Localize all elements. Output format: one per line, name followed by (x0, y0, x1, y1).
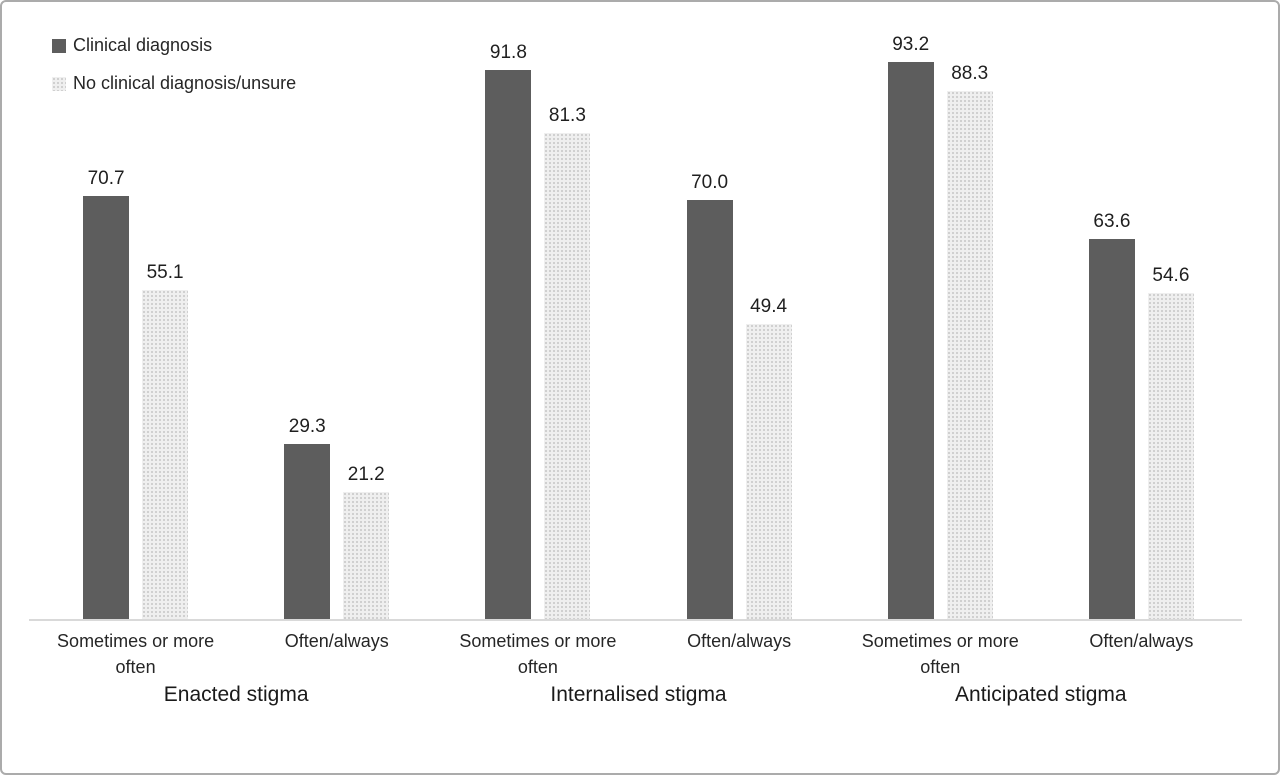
category-label: Sometimes or more often (861, 631, 1019, 677)
category-sometimes-or-more-often: 91.8 81.3 Sometimes or more often (437, 21, 638, 680)
category-often-always: 63.6 54.6 Often/always (1041, 21, 1242, 680)
category-bars: 70.0 49.4 (686, 21, 792, 619)
group-label: Enacted stigma (163, 683, 309, 706)
bar-value-label: 63.6 (1093, 210, 1131, 232)
bar-column: 70.7 (83, 167, 130, 619)
bar-no-clinical-diagnosis (142, 289, 189, 619)
group-categories: 91.8 81.3 Sometimes or more often 70.0 49.4 O… (437, 21, 839, 680)
bar-column: 49.4 (745, 295, 792, 619)
legend-label: Clinical diagnosis (73, 35, 213, 55)
bar-value-label: 93.2 (892, 33, 930, 55)
bar-value-label: 29.3 (288, 415, 326, 437)
chart-groups: 70.7 55.1 Sometimes or more often 29.3 21.2 O… (35, 21, 1242, 708)
bar-column: 70.0 (686, 171, 733, 619)
bar-clinical-diagnosis (83, 196, 130, 619)
bar-column: 88.3 (946, 62, 993, 619)
bar-column: 93.2 (887, 33, 934, 619)
bar-value-label: 70.7 (87, 168, 125, 190)
legend-swatch-clinical-diagnosis-icon (52, 38, 66, 53)
group-enacted-stigma: 70.7 55.1 Sometimes or more often 29.3 21.2 O… (35, 21, 437, 708)
category-label: Often/always (1089, 631, 1194, 651)
group-label: Internalised stigma (550, 683, 727, 706)
bar-column: 54.6 (1147, 264, 1194, 619)
bar-column: 91.8 (485, 41, 532, 619)
legend-item: Clinical diagnosis (52, 35, 296, 56)
bar-column: 63.6 (1088, 210, 1135, 619)
group-categories: 70.7 55.1 Sometimes or more often 29.3 21.2 O… (35, 21, 437, 680)
category-label: Sometimes or more often (57, 631, 215, 677)
category-bars: 70.7 55.1 (83, 21, 189, 619)
category-bars: 93.2 88.3 (887, 21, 993, 619)
bar-column: 29.3 (284, 415, 331, 619)
group-categories: 93.2 88.3 Sometimes or more often 63.6 54.6 O… (840, 21, 1242, 680)
bar-no-clinical-diagnosis (946, 91, 993, 619)
category-bars: 29.3 21.2 (284, 21, 390, 619)
bar-clinical-diagnosis (284, 443, 331, 619)
category-often-always: 29.3 21.2 Often/always (236, 21, 437, 680)
category-bars: 91.8 81.3 (485, 21, 591, 619)
bar-value-label: 88.3 (951, 63, 989, 84)
bar-no-clinical-diagnosis (1147, 292, 1194, 619)
category-sometimes-or-more-often: 93.2 88.3 Sometimes or more often (840, 21, 1041, 680)
bar-column: 81.3 (544, 104, 591, 619)
bar-column: 55.1 (142, 261, 189, 619)
chart-area: 70.7 55.1 Sometimes or more often 29.3 21.2 O… (29, 21, 1242, 708)
bar-value-label: 54.6 (1152, 264, 1190, 286)
category-label: Often/always (687, 631, 792, 651)
category-sometimes-or-more-often: 70.7 55.1 Sometimes or more often (35, 21, 236, 680)
legend-swatch-no-clinical-diagnosis-unsure-icon (52, 76, 66, 91)
bar-value-label: 91.8 (489, 42, 527, 63)
category-often-always: 70.0 49.4 Often/always (639, 21, 840, 680)
bar-no-clinical-diagnosis (745, 323, 792, 619)
legend: Clinical diagnosis No clinical diagnosis/… (52, 35, 296, 94)
x-axis-line (29, 619, 1242, 621)
bar-value-label: 70.0 (691, 172, 729, 194)
group-internalised-stigma: 91.8 81.3 Sometimes or more often 70.0 49.4 O… (437, 21, 839, 708)
bar-clinical-diagnosis (686, 200, 733, 619)
bar-value-label: 81.3 (548, 104, 586, 126)
bar-no-clinical-diagnosis (544, 132, 591, 619)
bar-value-label: 49.4 (750, 295, 788, 317)
bar-value-label: 21.2 (347, 464, 385, 486)
bar-clinical-diagnosis (1088, 238, 1135, 619)
category-label: Often/always (284, 631, 389, 651)
bar-no-clinical-diagnosis (343, 492, 390, 619)
legend-item: No clinical diagnosis/unsure (52, 73, 296, 94)
bar-clinical-diagnosis (887, 61, 934, 619)
bar-column: 21.2 (343, 463, 390, 619)
bar-clinical-diagnosis (485, 70, 532, 619)
group-anticipated-stigma: 93.2 88.3 Sometimes or more often 63.6 54.6 O… (840, 21, 1242, 708)
group-label: Anticipated stigma (955, 683, 1127, 706)
bar-value-label: 55.1 (146, 261, 184, 283)
category-bars: 63.6 54.6 (1088, 21, 1194, 619)
category-label: Sometimes or more often (459, 631, 617, 677)
legend-label: No clinical diagnosis/unsure (73, 73, 297, 93)
